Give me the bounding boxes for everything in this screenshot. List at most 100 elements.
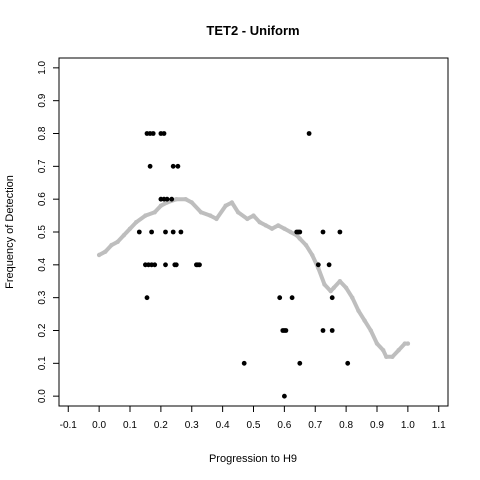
trend-point <box>343 285 349 290</box>
data-point <box>297 360 303 366</box>
y-tick-label: 0.7 <box>37 159 48 173</box>
trend-point <box>310 252 315 258</box>
trend-point <box>96 252 102 258</box>
x-axis: -0.1 0.0 0.1 0.2 0.3 0.4 0.5 0.6 0.7 0.8 0.9 1.0 1.1 <box>60 406 446 431</box>
data-point <box>326 262 332 268</box>
trend-point <box>229 200 235 205</box>
trend-point <box>251 213 256 218</box>
data-point <box>329 295 335 301</box>
x-tick-label: 0.8 <box>339 420 353 431</box>
data-point <box>173 262 179 268</box>
data-point <box>164 196 170 202</box>
data-point <box>197 262 202 268</box>
y-axis: 0.0 0.1 0.2 0.3 0.4 0.5 0.6 0.7 0.8 0.9 1.0 <box>37 60 59 403</box>
points-series <box>136 131 351 399</box>
trend-point <box>297 236 302 241</box>
x-tick-label: 0.2 <box>154 420 168 431</box>
trend-point <box>303 242 309 248</box>
trend-point <box>263 223 268 228</box>
y-tick-label: 0.9 <box>37 93 48 107</box>
data-point <box>329 328 335 333</box>
trend-point <box>127 226 133 231</box>
trend-point <box>402 341 407 346</box>
trend-point <box>390 354 395 359</box>
data-point <box>152 262 158 268</box>
y-tick-label: 0.4 <box>37 257 48 271</box>
x-tick-label: 0.6 <box>277 420 291 431</box>
y-tick-label: 0.1 <box>37 356 48 370</box>
trend-series <box>96 197 411 359</box>
y-axis-title: Frequency of Detection <box>4 175 16 289</box>
x-tick-label: -0.1 <box>60 420 78 431</box>
chart-title: TET2 - Uniform <box>206 23 299 38</box>
trend-point <box>282 226 287 231</box>
trend-point <box>164 200 170 205</box>
trend-point <box>316 265 321 271</box>
y-tick-label: 0.5 <box>37 225 48 239</box>
data-point <box>136 229 142 235</box>
trend-point <box>189 200 194 205</box>
trend-point <box>276 223 281 228</box>
trend-point <box>143 213 148 218</box>
trend-point <box>269 226 275 231</box>
data-point <box>315 262 321 268</box>
trend-point <box>115 239 120 244</box>
data-point <box>297 229 303 235</box>
data-point <box>163 229 168 235</box>
data-point <box>277 295 283 301</box>
trend-point <box>257 220 262 225</box>
y-tick-label: 0.2 <box>37 323 48 337</box>
trend-point <box>158 203 164 208</box>
x-tick-label: 1.1 <box>432 420 446 431</box>
data-point <box>175 163 181 169</box>
trend-point <box>374 341 380 346</box>
trend-point <box>109 242 114 248</box>
data-point <box>169 196 175 202</box>
x-tick-label: 0.9 <box>370 420 384 431</box>
x-axis-title: Progression to H9 <box>209 453 297 465</box>
x-tick-label: 0.1 <box>123 420 137 431</box>
trend-point <box>198 210 204 215</box>
data-point <box>345 360 351 366</box>
x-tick-label: 0.0 <box>92 420 106 431</box>
x-tick-label: 0.3 <box>185 420 199 431</box>
y-tick-label: 0.0 <box>37 389 48 403</box>
trend-point <box>362 318 367 323</box>
data-point <box>150 131 156 136</box>
data-point <box>170 163 176 169</box>
x-tick-label: 0.7 <box>308 420 322 431</box>
y-tick-label: 0.6 <box>37 192 48 206</box>
trend-point <box>322 282 327 287</box>
data-point <box>149 229 155 235</box>
data-point <box>161 131 167 136</box>
trend-point <box>214 216 219 222</box>
data-point <box>163 262 168 268</box>
trend-point <box>121 233 127 238</box>
trend-point <box>350 295 355 300</box>
data-point <box>289 295 295 301</box>
trend-point <box>381 348 386 353</box>
trend-point <box>208 213 213 218</box>
data-point <box>320 328 326 333</box>
data-point <box>337 229 343 235</box>
trend-point <box>331 285 336 290</box>
trend-point <box>384 354 389 359</box>
trend-point <box>183 197 188 202</box>
trend-point <box>328 288 333 294</box>
data-point <box>320 229 326 235</box>
data-point <box>241 360 247 366</box>
x-tick-label: 0.5 <box>247 420 261 431</box>
trend-point <box>405 341 411 346</box>
data-point <box>178 229 184 235</box>
trend-point <box>174 197 179 202</box>
y-tick-label: 1.0 <box>37 60 48 74</box>
x-tick-label: 1.0 <box>401 420 415 431</box>
trend-point <box>337 279 343 284</box>
data-point <box>306 131 312 136</box>
x-tick-label: 0.4 <box>216 420 230 431</box>
data-point <box>170 229 176 235</box>
trend-point <box>245 216 250 222</box>
trend-point <box>396 348 401 353</box>
